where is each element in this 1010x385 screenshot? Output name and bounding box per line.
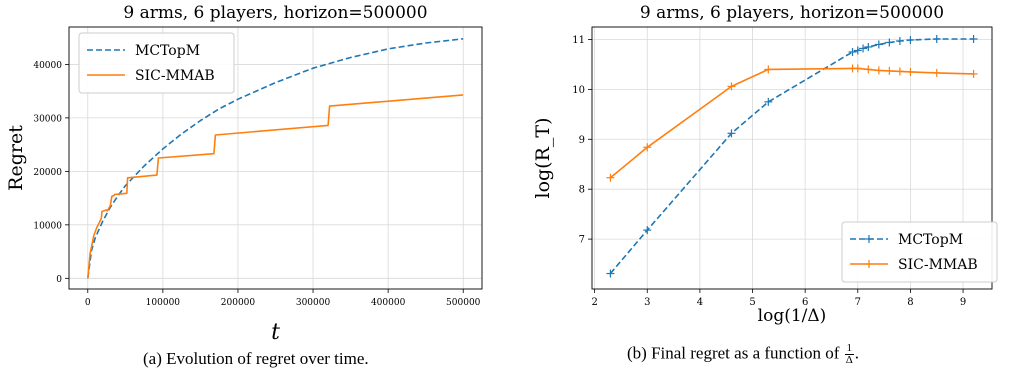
data-point-mctopm: [848, 47, 857, 56]
y-tick-label: 20000: [33, 168, 62, 178]
legend: MCTopM SIC-MMAB: [841, 221, 998, 283]
data-point-sic-mmab: [727, 82, 736, 91]
caption-b-prefix: (b) Final regret as a function of: [627, 343, 840, 363]
y-tick-label: 8: [579, 185, 585, 196]
x-tick-label: 300000: [296, 298, 331, 308]
x-tick-label: 3: [644, 297, 650, 308]
data-point-sic-mmab: [895, 67, 904, 76]
data-point-sic-mmab: [906, 67, 915, 76]
data-point-sic-mmab: [885, 66, 894, 75]
series-line-sic-mmab: [87, 94, 464, 279]
legend-label: MCTopM: [898, 232, 963, 248]
series-line-mctopm: [87, 38, 464, 279]
caption-b-fraction: 1 Δ: [844, 342, 854, 366]
data-point-sic-mmab: [932, 68, 941, 77]
data-point-mctopm: [874, 40, 883, 49]
y-tick-label: 30000: [33, 114, 62, 124]
chart-title: 9 arms, 6 players, horizon=500000: [123, 3, 427, 23]
data-point-sic-mmab: [853, 64, 862, 73]
plot-frame: [68, 26, 483, 290]
x-axis-label: t: [271, 320, 280, 345]
x-axis-label: log(1/Δ): [758, 306, 827, 326]
data-point-mctopm: [895, 36, 904, 45]
panel-final-regret: 9 arms, 6 players, horizon=500000 2 3 4 5 6 7 8…: [505, 0, 1010, 385]
data-point-mctopm: [853, 46, 862, 55]
x-tick-label: 6: [802, 297, 808, 308]
caption-b-fraction-numerator: 1: [844, 342, 854, 355]
series-line-sic-mmab: [609, 67, 974, 179]
caption-b-fraction-denominator: Δ: [845, 354, 853, 366]
x-tick-label: 400000: [371, 298, 406, 308]
data-point-mctopm: [932, 34, 941, 43]
x-tick-label: 0: [85, 298, 91, 308]
y-tick-label: 40000: [33, 61, 62, 71]
y-tick-label: 10000: [33, 221, 62, 231]
y-axis-label: Regret: [5, 125, 27, 191]
x-tick-label: 8: [907, 297, 913, 308]
data-point-mctopm: [606, 269, 615, 278]
data-point-mctopm: [969, 34, 978, 43]
legend: MCTopM SIC-MMAB: [78, 32, 235, 94]
caption-a: (a) Evolution of regret over time.: [143, 349, 369, 368]
y-tick-label: 7: [579, 235, 585, 246]
panel-regret-over-time: 9 arms, 6 players, horizon=500000 0 100000…: [5, 3, 483, 368]
data-point-mctopm: [764, 97, 773, 106]
data-point-mctopm: [885, 38, 894, 47]
x-tick-label: 7: [855, 297, 861, 308]
caption-b: (b) Final regret as a function of 1 Δ .: [627, 343, 859, 366]
x-tick-label: 5: [749, 297, 755, 308]
legend-label: MCTopM: [135, 43, 200, 59]
y-tick-label: 9: [579, 135, 585, 146]
x-tick-label: 100000: [146, 298, 181, 308]
data-point-sic-mmab: [864, 65, 873, 74]
data-point-mctopm: [864, 42, 873, 51]
data-point-sic-mmab: [606, 173, 615, 182]
legend-label: SIC-MMAB: [898, 257, 978, 273]
x-tick-label: 2: [591, 297, 597, 308]
x-tick-label: 9: [960, 297, 966, 308]
y-tick-label: 11: [572, 35, 585, 46]
x-tick-label: 500000: [446, 298, 481, 308]
x-tick-label: 4: [697, 297, 703, 308]
y-tick-label: 0: [56, 275, 62, 285]
y-axis-label: log(R_T): [532, 118, 554, 199]
chart-final-regret-vs-gap: 9 arms, 6 players, horizon=500000 2 3 4 5 6 7 8…: [532, 3, 998, 326]
data-point-mctopm: [643, 226, 652, 235]
data-point-sic-mmab: [643, 143, 652, 152]
data-point-mctopm: [906, 35, 915, 44]
x-tick-label: 200000: [221, 298, 256, 308]
y-tick-label: 10: [572, 85, 585, 96]
legend-box: [78, 32, 235, 94]
chart-title: 9 arms, 6 players, horizon=500000: [640, 3, 944, 23]
legend-box: [841, 221, 998, 283]
data-point-sic-mmab: [874, 66, 883, 75]
data-point-sic-mmab: [764, 65, 773, 74]
plot-frame: [591, 26, 993, 290]
caption-b-suffix: .: [854, 343, 860, 363]
legend-label: SIC-MMAB: [135, 68, 215, 84]
data-point-mctopm: [859, 44, 868, 53]
data-point-sic-mmab: [969, 69, 978, 78]
data-point-mctopm: [727, 129, 736, 138]
